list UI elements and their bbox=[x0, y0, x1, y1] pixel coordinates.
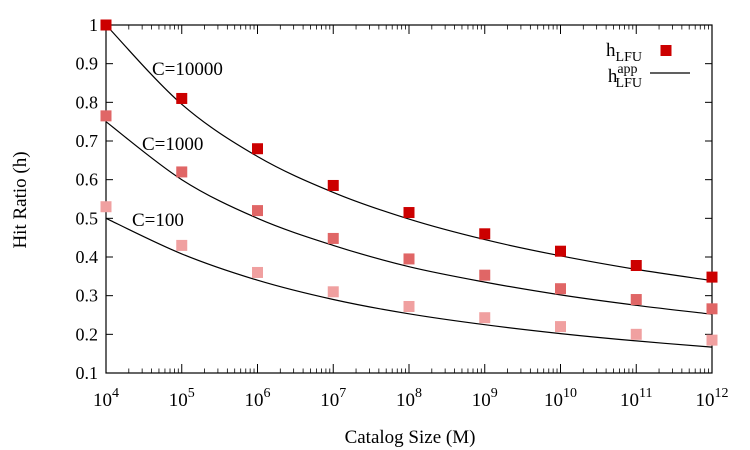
data-point-series-2 bbox=[252, 266, 263, 278]
data-point-series-1 bbox=[630, 294, 642, 306]
data-point-series-2 bbox=[403, 300, 415, 312]
series-label: C=100 bbox=[132, 210, 184, 231]
y-tick-label: 1 bbox=[89, 15, 98, 35]
x-tick-label: 109 bbox=[472, 386, 498, 411]
data-point-series-1 bbox=[706, 303, 718, 315]
y-tick-label: 0.6 bbox=[76, 170, 99, 190]
x-tick-label: 105 bbox=[169, 386, 195, 411]
data-point-series-0 bbox=[630, 260, 642, 272]
y-tick-label: 0.7 bbox=[76, 131, 99, 151]
data-point-series-0 bbox=[555, 245, 566, 257]
approximation-curves bbox=[105, 24, 713, 348]
data-point-series-0 bbox=[403, 207, 415, 219]
x-tick-label: 1012 bbox=[696, 386, 729, 411]
data-point-series-1 bbox=[252, 205, 263, 217]
y-tick-label: 0.2 bbox=[76, 324, 99, 344]
series-labels: C=10000 C=1000 C=100 bbox=[132, 59, 223, 231]
y-tick-label: 0.8 bbox=[76, 92, 99, 112]
data-point-series-0 bbox=[176, 92, 188, 104]
data-point-series-1 bbox=[327, 232, 339, 244]
data-point-series-0 bbox=[479, 228, 491, 240]
data-point-series-2 bbox=[630, 328, 642, 340]
y-tick-label: 0.4 bbox=[76, 247, 99, 267]
y-tick-label: 0.1 bbox=[76, 363, 99, 383]
data-point-series-2 bbox=[327, 286, 339, 298]
approx-curve-0 bbox=[105, 24, 713, 282]
y-tick-label: 0.3 bbox=[76, 286, 99, 306]
axes: 0.1 0.2 0.3 0.4 0.5 0.6 0.7 0.8 0.9 1 104 105 106 107… bbox=[76, 15, 729, 411]
approx-curve-2 bbox=[105, 217, 713, 348]
x-tick-label: 107 bbox=[320, 386, 346, 411]
data-point-series-1 bbox=[555, 283, 566, 295]
legend-marker-square bbox=[660, 45, 672, 56]
data-point-series-1 bbox=[403, 253, 415, 265]
series-label: C=1000 bbox=[142, 134, 203, 155]
legend-label: happ LFU bbox=[608, 62, 642, 91]
data-point-series-1 bbox=[100, 110, 112, 122]
data-point-series-1 bbox=[479, 269, 491, 281]
approx-curve-1 bbox=[105, 121, 713, 315]
series-label: C=10000 bbox=[152, 59, 223, 80]
data-points bbox=[100, 19, 718, 346]
x-tick-label: 106 bbox=[245, 386, 271, 411]
x-tick-label: 108 bbox=[396, 386, 422, 411]
x-tick-label: 1010 bbox=[544, 386, 577, 411]
data-point-series-0 bbox=[100, 19, 112, 31]
data-point-series-2 bbox=[479, 312, 491, 324]
data-point-series-0 bbox=[706, 271, 718, 283]
data-point-series-2 bbox=[555, 321, 566, 333]
x-tick-label: 1011 bbox=[620, 386, 652, 411]
data-point-series-2 bbox=[176, 239, 188, 251]
legend-label: hLFU bbox=[606, 40, 642, 65]
data-point-series-0 bbox=[252, 143, 263, 155]
data-point-series-2 bbox=[100, 201, 112, 213]
data-point-series-0 bbox=[327, 179, 339, 191]
y-axis-label: Hit Ratio (h) bbox=[10, 151, 31, 248]
data-point-series-2 bbox=[706, 334, 718, 346]
x-tick-label: 104 bbox=[93, 386, 119, 411]
x-axis-label: Catalog Size (M) bbox=[345, 427, 476, 448]
y-tick-label: 0.9 bbox=[76, 54, 99, 74]
data-point-series-1 bbox=[176, 166, 188, 178]
y-tick-label: 0.5 bbox=[76, 208, 99, 228]
